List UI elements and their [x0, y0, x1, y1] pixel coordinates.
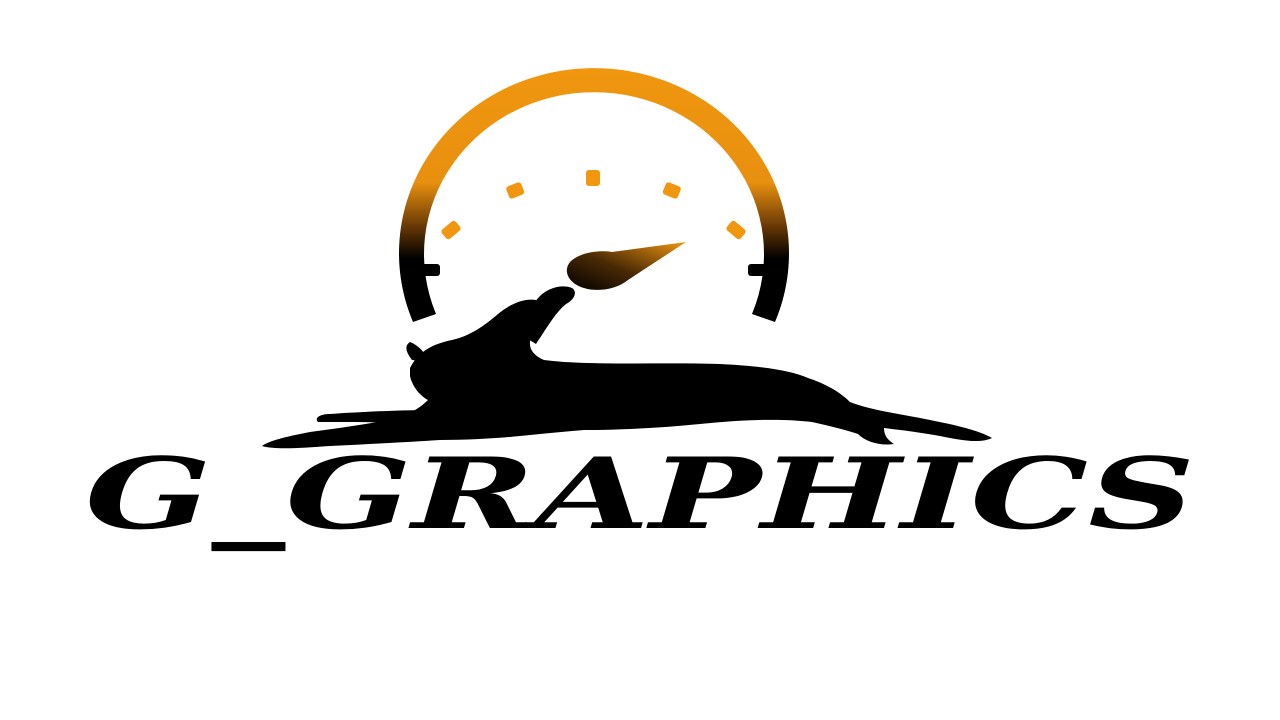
- leaping-deer-icon: [262, 286, 992, 449]
- gauge-needle-icon: [566, 242, 686, 290]
- brand-wordmark: G_GRAPHICS: [85, 437, 1195, 552]
- speedometer-gauge-icon: [399, 68, 790, 323]
